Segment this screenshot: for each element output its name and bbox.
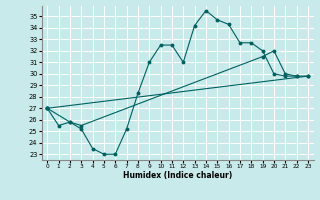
X-axis label: Humidex (Indice chaleur): Humidex (Indice chaleur)	[123, 171, 232, 180]
